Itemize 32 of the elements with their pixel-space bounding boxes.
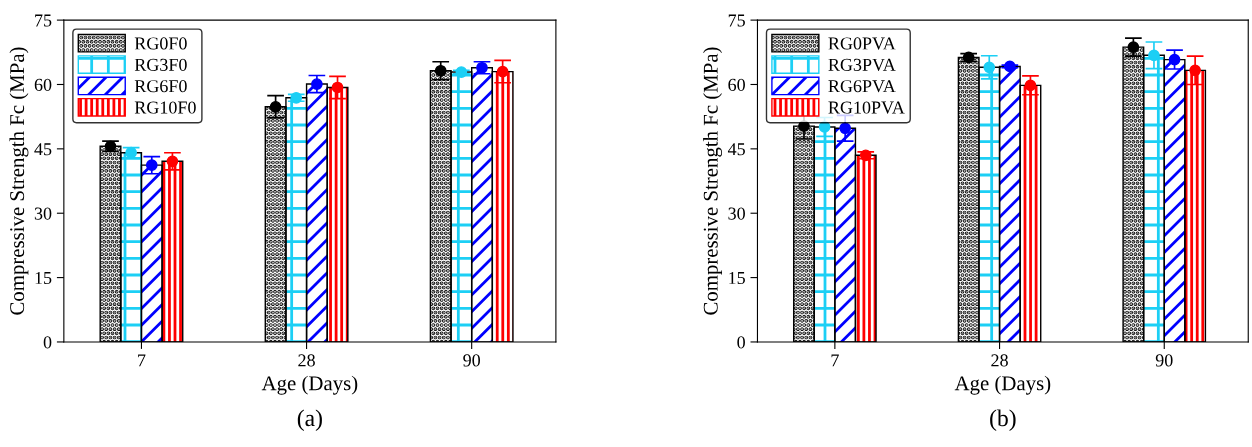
y-tick-label: 30 [34,207,52,220]
y-tick-label: 45 [727,143,745,156]
y-tick-label: 75 [35,14,52,27]
y-tick-label: 75 [728,14,745,27]
legend-label: RG0F0 [134,37,187,50]
x-tick-label: 28 [991,354,1008,367]
y-tick-label: 60 [34,78,52,91]
y-tick-label: 60 [728,78,745,91]
x-axis-title: Age (Days) [261,375,358,395]
x-tick-label: 7 [831,354,839,367]
y-axis-title: Compressive Strength Fc (MPa) [9,47,29,315]
x-tick-label: 90 [463,354,481,367]
y-tick-label: 15 [35,271,52,285]
y-tick-label: 0 [737,336,745,349]
y-tick-label: 0 [43,336,52,349]
legend-label: RG3F0 [134,58,187,71]
x-tick-label: 28 [298,354,315,367]
text: (a) [297,409,322,431]
y-tick-label: 15 [729,271,745,285]
legend-label: RG10F0 [134,101,196,114]
text: (b) [990,409,1016,431]
legend-label: RG6F0 [134,80,187,93]
legend-label: RG3PVA [828,58,896,71]
legend-label: RG10PVA [828,101,905,114]
legend-label: RG0PVA [828,37,896,50]
x-tick-label: 7 [138,354,146,367]
x-tick-label: 90 [1155,354,1173,367]
y-axis-title: Compressive Strength Fc (MPa) [703,47,723,315]
y-tick-label: 30 [728,207,745,220]
legend-label: RG6PVA [828,80,896,93]
x-axis-title: Age (Days) [954,375,1051,395]
y-tick-label: 45 [34,143,52,156]
